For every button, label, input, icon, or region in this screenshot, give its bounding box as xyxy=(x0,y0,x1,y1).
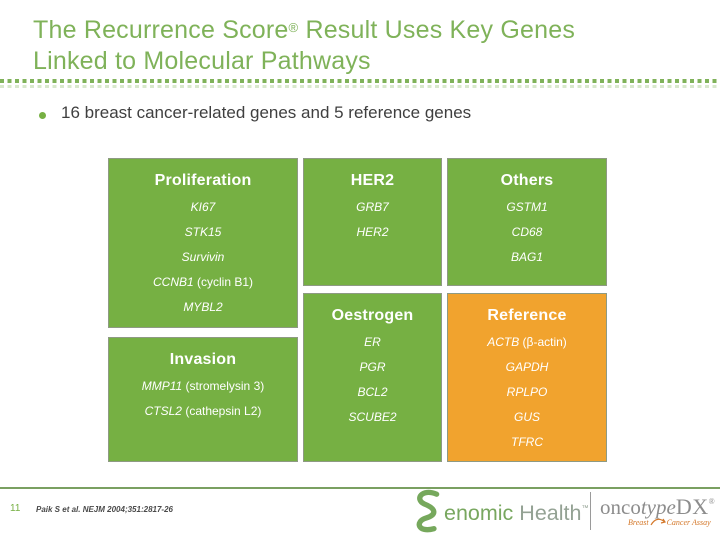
gene-label: ER xyxy=(364,335,381,349)
trademark-mark: ™ xyxy=(581,504,589,512)
title-line-1: The Recurrence Score® Result Uses Key Ge… xyxy=(33,12,575,46)
gene-label: ACTB (β-actin) xyxy=(487,335,567,349)
gene-label: Survivin xyxy=(181,250,225,264)
registered-mark: ® xyxy=(288,20,299,35)
swoosh-icon xyxy=(650,517,666,528)
tagline-cancer-assay: Cancer Assay xyxy=(666,518,711,527)
gene-label: MMP11 (stromelysin 3) xyxy=(141,379,265,393)
oncotype-wordmark: oncotypeDX® xyxy=(600,494,718,520)
gene-label: GAPDH xyxy=(505,360,549,374)
gene-label: STK15 xyxy=(184,225,222,239)
gene-list: ER PGR BCL2 SCUBE2 xyxy=(304,330,441,430)
gene-label: CD68 xyxy=(511,225,543,239)
type-text: type xyxy=(640,495,676,519)
pathway-title: Proliferation xyxy=(154,172,252,189)
pathway-box-invasion: Invasion MMP11 (stromelysin 3) CTSL2 (cat… xyxy=(108,337,298,462)
footer-divider xyxy=(0,487,720,489)
oncotype-tagline: Breast Cancer Assay xyxy=(628,517,718,528)
pathway-title: HER2 xyxy=(350,172,395,189)
tagline-breast: Breast xyxy=(628,518,649,527)
gene-label: CTSL2 (cathepsin L2) xyxy=(144,404,262,418)
logo-divider xyxy=(590,492,591,530)
gene-list: ACTB (β-actin) GAPDH RPLPO GUS TFRC xyxy=(448,330,606,455)
gene-label: RPLPO xyxy=(506,385,548,399)
pathway-box-her2: HER2 GRB7 HER2 xyxy=(303,158,442,286)
pathway-title: Oestrogen xyxy=(331,307,414,324)
pathway-title: Reference xyxy=(487,307,567,324)
pathway-title: Others xyxy=(500,172,554,189)
gene-label: GRB7 xyxy=(356,200,389,214)
title-line-2: Linked to Molecular Pathways xyxy=(33,47,371,75)
gene-label: CCNB1 (cyclin B1) xyxy=(152,275,254,289)
pathway-box-proliferation: Proliferation KI67 STK15 Survivin CCNB1 (cy… xyxy=(108,158,298,328)
title-text-1: The Recurrence Score xyxy=(33,16,289,44)
health-text: Health xyxy=(513,500,582,525)
pathway-title: Invasion xyxy=(169,351,237,368)
genomic-text: enomic xyxy=(444,500,514,525)
gene-label: BAG1 xyxy=(510,250,543,264)
gene-label: TFRC xyxy=(511,435,543,449)
gene-label: GSTM1 xyxy=(506,200,548,214)
bullet-icon xyxy=(39,112,46,119)
gene-label: PGR xyxy=(359,360,386,374)
gene-list: GSTM1 CD68 BAG1 xyxy=(448,195,606,270)
bullet-text: 16 breast cancer-related genes and 5 ref… xyxy=(61,103,472,122)
gene-label: KI67 xyxy=(190,200,216,214)
genomic-health-wordmark: enomic Health™ xyxy=(444,501,588,526)
onco-text: onco xyxy=(600,495,641,519)
gene-label: MYBL2 xyxy=(183,300,223,314)
pathway-box-oestrogen: Oestrogen ER PGR BCL2 SCUBE2 xyxy=(303,293,442,462)
title-text-2: Result Uses Key Genes xyxy=(298,16,576,44)
gene-label: HER2 xyxy=(356,225,389,239)
gene-list: KI67 STK15 Survivin CCNB1 (cyclin B1) MYBL2 xyxy=(109,195,297,320)
gene-label: BCL2 xyxy=(357,385,388,399)
page-number: 11 xyxy=(10,503,21,514)
pathway-box-others: Others GSTM1 CD68 BAG1 xyxy=(447,158,607,286)
page-title: The Recurrence Score® Result Uses Key Ge… xyxy=(33,12,575,77)
oncotype-dx-logo: oncotypeDX® Breast Cancer Assay xyxy=(600,494,718,528)
registered-mark: ® xyxy=(708,497,715,506)
genomic-health-logo: enomic Health™ xyxy=(410,489,588,537)
pathway-box-reference: Reference ACTB (β-actin) GAPDH RPLPO GUS TFR… xyxy=(447,293,607,462)
citation: Paik S et al. NEJM 2004;351:2817-26 xyxy=(36,505,173,514)
dotted-divider-shadow xyxy=(0,85,720,88)
dotted-divider xyxy=(0,79,720,83)
gene-list: MMP11 (stromelysin 3) CTSL2 (cathepsin L2… xyxy=(109,374,297,424)
gene-label: SCUBE2 xyxy=(348,410,397,424)
gene-label: GUS xyxy=(513,410,540,424)
dx-text: DX xyxy=(675,494,709,519)
gene-list: GRB7 HER2 xyxy=(304,195,441,245)
dna-ribbon-g-icon xyxy=(410,488,442,539)
